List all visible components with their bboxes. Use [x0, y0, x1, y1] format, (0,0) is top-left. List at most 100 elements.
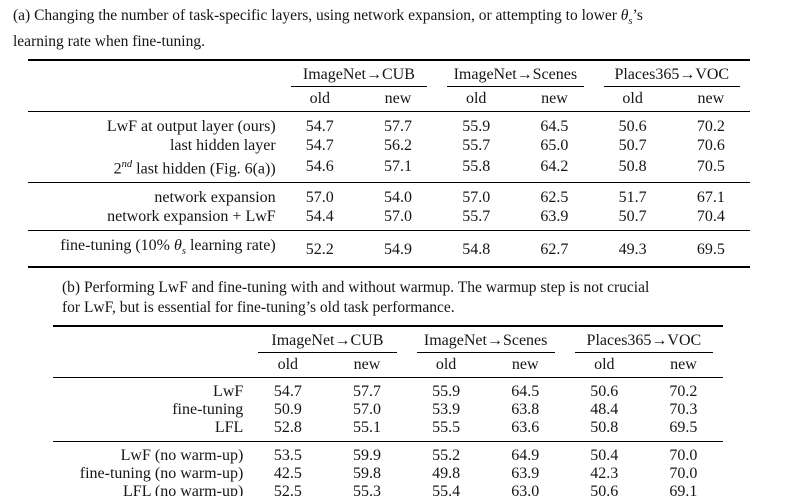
header-cell-new: new	[670, 355, 697, 373]
data-cell: 55.7	[462, 208, 491, 226]
table-row: LFL 52.8 55.1 55.5 63.6 50.8 69.5	[53, 419, 723, 442]
data-cell: 64.9	[511, 446, 540, 464]
data-cell: 64.5	[540, 118, 569, 136]
table-b-header: ImageNet→CUB ImageNet→Scenes Places365→V…	[53, 326, 723, 378]
caption-b-line1: (b) Performing LwF and fine-tuning with …	[62, 278, 650, 296]
data-cell: 42.3	[590, 464, 619, 482]
column-group-imagenet-scenes: ImageNet→Scenes	[437, 60, 593, 88]
header-cell-old: old	[277, 355, 299, 373]
column-group-label: Places365→VOC	[574, 332, 713, 353]
header-cell-old: old	[622, 90, 643, 108]
corner-cell	[53, 326, 248, 353]
data-cell: 69.1	[669, 482, 698, 496]
data-cell: 56.2	[384, 137, 412, 155]
header-cell-new: new	[541, 90, 568, 108]
theta-subscript: s	[628, 16, 633, 28]
data-cell: 70.6	[696, 137, 725, 155]
table-row: network expansion + LwF 54.4 57.0 55.7 6…	[28, 207, 750, 231]
data-cell: 59.9	[352, 446, 381, 464]
caption-a-line1: (a) Changing the number of task-specific…	[13, 6, 803, 32]
corner-cell	[28, 60, 281, 87]
header-cell-new: new	[384, 90, 412, 108]
data-cell: 57.0	[305, 189, 334, 207]
corner-cell	[28, 87, 281, 112]
results-table-b: ImageNet→CUB ImageNet→Scenes Places365→V…	[53, 324, 723, 496]
data-cell: 54.6	[305, 158, 334, 176]
sub-header-row: old new old new old new	[28, 87, 750, 112]
row-label: last hidden layer	[169, 137, 276, 155]
data-cell: 52.8	[273, 418, 302, 436]
data-cell: 54.4	[305, 208, 334, 226]
data-cell: 70.5	[696, 158, 725, 176]
data-cell: 55.2	[432, 446, 461, 464]
data-cell: 69.5	[669, 418, 698, 436]
results-table-a: ImageNet→CUB ImageNet→Scenes Places365→V…	[28, 59, 750, 268]
row-label-text: fine-tuning (10%	[60, 237, 174, 255]
data-cell: 55.1	[352, 418, 381, 436]
data-cell: 57.1	[384, 158, 412, 176]
header-cell-old: old	[309, 90, 331, 108]
row-label-text: last hidden (Fig. 6(a))	[132, 160, 276, 178]
data-cell: 53.9	[432, 400, 461, 418]
column-group-label: ImageNet→Scenes	[447, 66, 584, 88]
data-cell: 42.5	[273, 464, 302, 482]
row-label: LwF at output layer (ours)	[106, 118, 276, 136]
column-group-imagenet-cub: ImageNet→CUB	[248, 326, 406, 353]
header-cell-new: new	[353, 355, 381, 373]
data-cell: 50.8	[590, 418, 619, 436]
row-label: 2nd last hidden (Fig. 6(a))	[28, 155, 281, 183]
data-cell: 50.4	[590, 446, 619, 464]
column-group-label: ImageNet→CUB	[258, 332, 397, 353]
data-cell: 70.2	[669, 382, 698, 400]
corner-cell	[53, 353, 248, 378]
table-row: fine-tuning 50.9 57.0 53.9 63.8 48.4 70.…	[53, 401, 723, 419]
caption-a: (a) Changing the number of task-specific…	[13, 6, 803, 52]
theta-symbol: θ	[620, 7, 629, 24]
data-cell: 70.0	[669, 464, 698, 482]
data-cell: 55.9	[462, 118, 491, 136]
column-group-label: Places365→VOC	[603, 66, 740, 88]
data-cell: 52.2	[305, 240, 334, 258]
row-label-text: learning rate)	[185, 237, 276, 255]
row-label: fine-tuning	[172, 400, 244, 418]
table-b-group-no-warmup: LwF (no warm-up) 53.5 59.9 55.2 64.9 50.…	[53, 441, 723, 496]
table-b-group-warmup: LwF 54.7 57.7 55.9 64.5 50.6 70.2 fine-t…	[53, 377, 723, 441]
data-cell: 67.1	[696, 189, 725, 207]
table-a-group-layers: LwF at output layer (ours) 54.7 57.7 55.…	[28, 111, 750, 183]
data-cell: 55.9	[432, 382, 461, 400]
data-cell: 54.9	[384, 240, 412, 258]
data-cell: 63.0	[511, 482, 540, 496]
data-cell: 50.9	[273, 400, 302, 418]
theta-symbol: θ	[174, 237, 182, 255]
data-cell: 52.5	[273, 482, 302, 496]
header-cell-old: old	[594, 355, 615, 373]
data-cell: 55.7	[462, 137, 491, 155]
caption-b: (b) Performing LwF and fine-tuning with …	[62, 278, 803, 318]
row-label: LwF	[213, 382, 244, 400]
data-cell: 50.7	[618, 208, 647, 226]
data-cell: 57.0	[462, 189, 491, 207]
data-cell: 55.4	[432, 482, 461, 496]
table-a-header: ImageNet→CUB ImageNet→Scenes Places365→V…	[28, 60, 750, 112]
data-cell: 48.4	[590, 400, 619, 418]
column-group-places365-voc: Places365→VOC	[594, 60, 750, 88]
table-row: LwF at output layer (ours) 54.7 57.7 55.…	[28, 112, 750, 137]
row-label: fine-tuning (no warm-up)	[79, 464, 244, 482]
table-row: LFL (no warm-up) 52.5 55.3 55.4 63.0 50.…	[53, 483, 723, 496]
data-cell: 50.8	[618, 158, 647, 176]
data-cell: 54.7	[305, 137, 334, 155]
row-label: LFL (no warm-up)	[123, 482, 244, 496]
data-cell: 63.9	[540, 208, 569, 226]
table-row: LwF 54.7 57.7 55.9 64.5 50.6 70.2	[53, 377, 723, 401]
superscript: nd	[121, 159, 133, 171]
data-cell: 69.5	[696, 240, 725, 258]
data-cell: 54.7	[273, 382, 302, 400]
row-label: network expansion	[154, 189, 276, 207]
caption-text: ’s	[632, 7, 643, 24]
caption-text: (a) Changing the number of task-specific…	[13, 7, 621, 24]
row-label: LFL	[214, 418, 244, 436]
data-cell: 57.0	[352, 400, 381, 418]
table-row: LwF (no warm-up) 53.5 59.9 55.2 64.9 50.…	[53, 441, 723, 465]
data-cell: 70.0	[669, 446, 698, 464]
